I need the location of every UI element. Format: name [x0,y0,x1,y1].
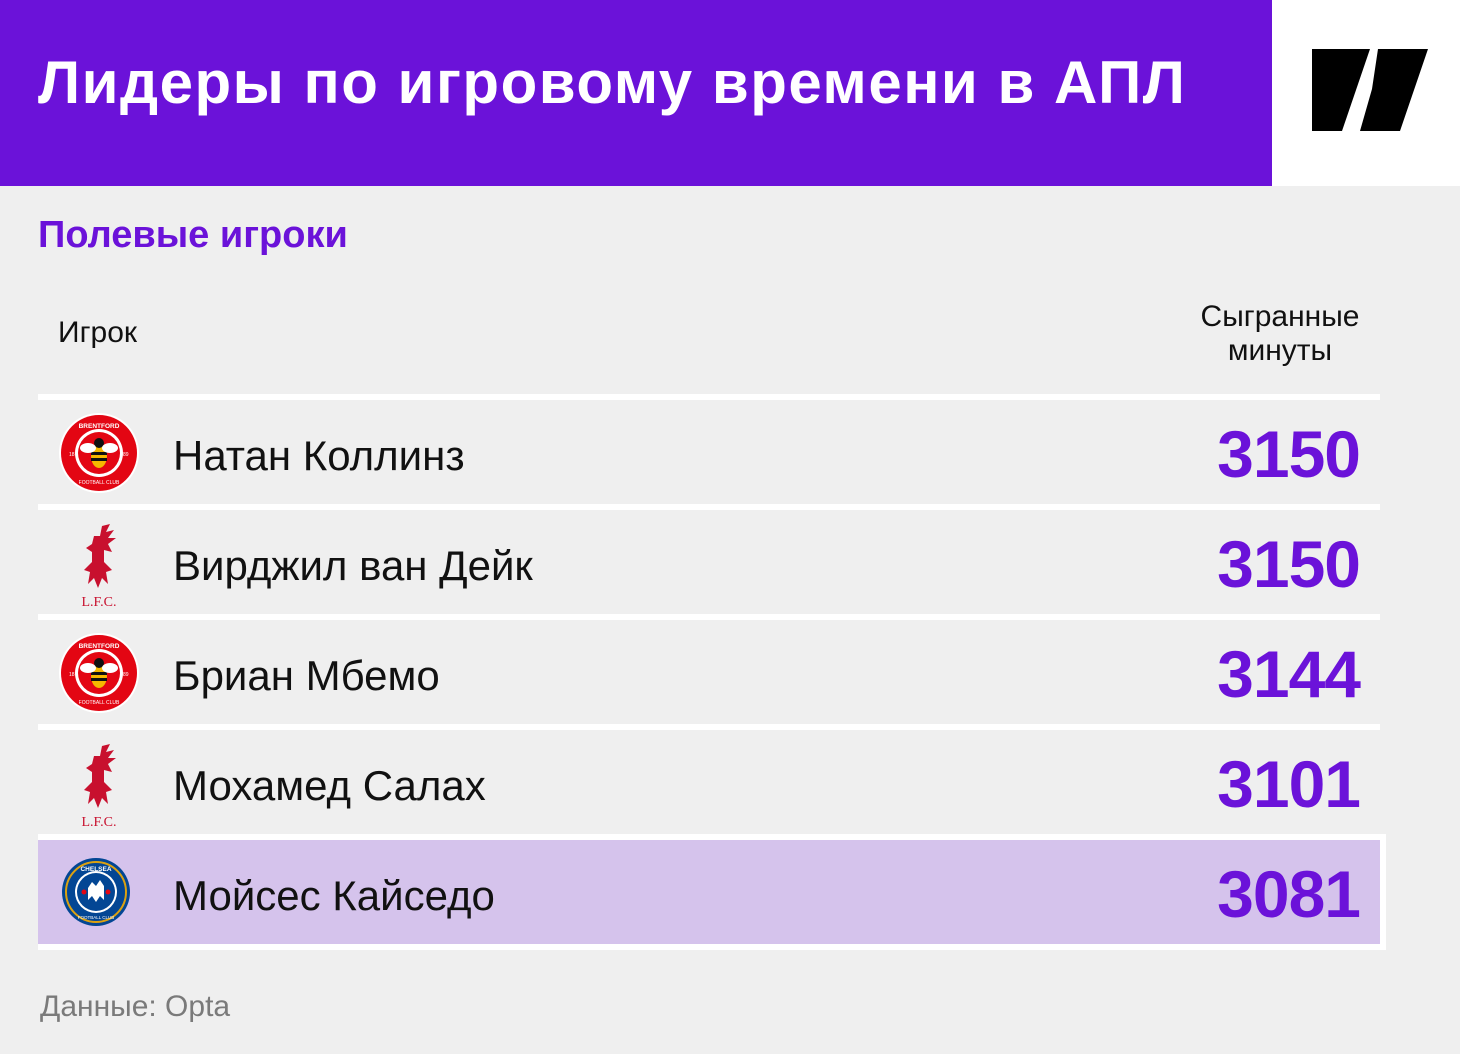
brentford-crest-icon: BRENTFORD FOOTBALL CLUB 18 89 [58,632,140,714]
header-banner: Лидеры по игровому времени в АПЛ [0,0,1272,186]
crest-year-right: 89 [123,452,129,458]
column-header-player: Игрок [58,316,137,349]
table-row: L.F.C. Вирджил ван Дейк 3150 [38,504,1380,614]
brentford-crest-icon: BRENTFORD FOOTBALL CLUB 18 89 [58,412,140,494]
players-table: BRENTFORD FOOTBALL CLUB 18 89 Натан Колл… [38,394,1386,950]
crest-year-left: 18 [69,452,75,458]
player-name: Натан Коллинз [173,432,465,479]
chelsea-crest-icon: CHELSEA FOOTBALL CLUB [58,852,140,934]
crest-text: L.F.C. [81,595,116,610]
crest-year-left: 18 [69,672,75,678]
liverpool-crest-icon: L.F.C. [58,522,140,610]
crest-text-top: CHELSEA [80,866,111,873]
section-subtitle: Полевые игроки [38,214,348,256]
minutes-value: 3101 [1217,747,1361,821]
minutes-value: 3150 [1217,417,1361,491]
table-row: L.F.C. Мохамед Салах 3101 [38,724,1380,834]
logo-box [1272,0,1460,186]
crest-text-bottom: FOOTBALL CLUB [78,915,115,920]
column-header-minutes-line1: Сыгранные [1200,300,1360,333]
crest-text: L.F.C. [81,815,116,830]
liverpool-crest-icon: L.F.C. [58,742,140,830]
player-name: Мохамед Салах [173,762,486,809]
crest-text-bottom: FOOTBALL CLUB [79,480,120,486]
crest-text-bottom: FOOTBALL CLUB [79,700,120,706]
minutes-value: 3081 [1217,857,1361,931]
table-row-highlighted: CHELSEA FOOTBALL CLUB Мойсес Кайседо 308… [38,834,1386,950]
table-row: BRENTFORD FOOTBALL CLUB 18 89 Бриан Мбем… [38,614,1380,724]
crest-text-top: BRENTFORD [79,423,120,430]
data-source: Данные: Opta [40,990,231,1023]
crest-text-top: BRENTFORD [79,643,120,650]
page-title: Лидеры по игровому времени в АПЛ [38,49,1187,116]
publisher-logo-icon [1312,49,1428,131]
minutes-value: 3144 [1217,637,1361,711]
player-name: Мойсес Кайседо [173,872,495,919]
crest-year-right: 89 [123,672,129,678]
minutes-value: 3150 [1217,527,1361,601]
table-row: BRENTFORD FOOTBALL CLUB 18 89 Натан Колл… [38,394,1380,504]
column-header-minutes-line2: минуты [1227,334,1333,367]
player-name: Бриан Мбемо [173,652,440,699]
player-name: Вирджил ван Дейк [173,542,533,589]
column-header-minutes: Сыгранные минуты [1180,300,1380,368]
